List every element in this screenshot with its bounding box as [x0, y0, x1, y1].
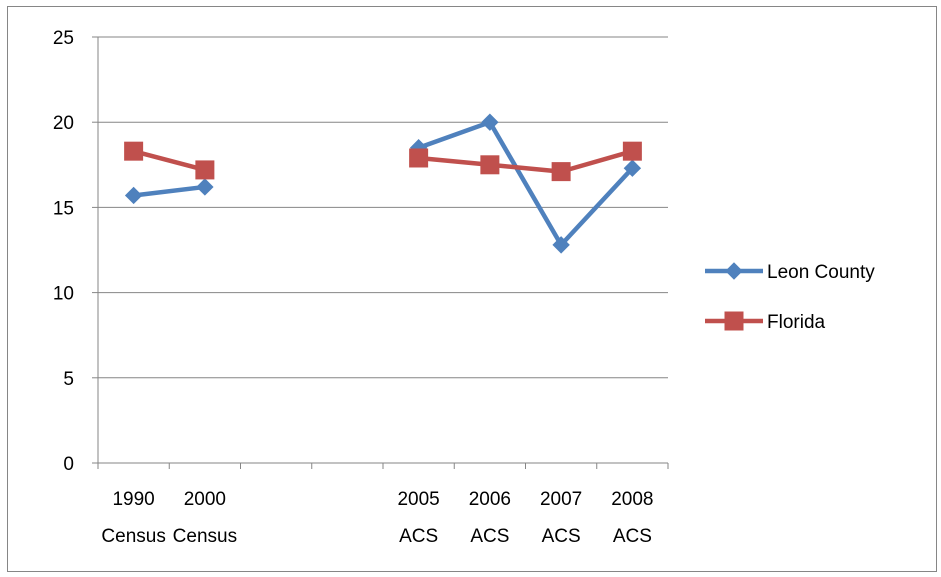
y-tick-label: 0 — [63, 454, 74, 475]
data-point-florida — [124, 141, 144, 161]
data-point-leon-county — [124, 186, 143, 205]
x-tick-label: Census — [101, 526, 165, 547]
data-point-florida — [480, 155, 500, 175]
x-tick-label: 2000 — [184, 489, 226, 510]
series-lines — [124, 113, 642, 254]
data-point-leon-county — [196, 178, 214, 196]
legend-label-leon-county: Leon County — [767, 262, 875, 283]
x-tick-label: Census — [173, 526, 237, 547]
gridlines — [98, 36, 668, 379]
y-tick-label: 10 — [53, 284, 74, 305]
y-tick-label: 5 — [63, 369, 74, 390]
x-tick-label: 2008 — [611, 489, 653, 510]
legend-label-florida: Florida — [767, 312, 826, 333]
data-point-leon-county — [552, 236, 570, 254]
x-tick-label: 2007 — [540, 489, 582, 510]
legend-entry-leon-county: Leon County — [705, 262, 875, 283]
series-line-florida — [418, 149, 633, 174]
x-tick-label: 2006 — [469, 489, 511, 510]
y-tick-label: 15 — [53, 198, 74, 219]
x-tick-label: 1990 — [112, 489, 154, 510]
x-tick-label: ACS — [613, 526, 652, 547]
series-line-florida — [133, 148, 206, 173]
data-point-leon-county — [481, 113, 499, 131]
data-point-florida — [622, 141, 642, 161]
x-tick-label: ACS — [542, 526, 581, 547]
legend: Leon County Florida — [705, 262, 875, 333]
y-tick-label: 25 — [53, 28, 74, 49]
chart-frame — [7, 6, 937, 572]
data-point-florida — [195, 160, 215, 180]
legend-entry-florida: Florida — [705, 311, 826, 333]
data-point-leon-county — [623, 159, 642, 177]
series-leon-county — [124, 113, 642, 254]
x-tick-label: ACS — [470, 526, 509, 547]
legend-marker-florida — [724, 311, 744, 331]
series-line-leon-county — [133, 184, 206, 198]
data-point-florida — [409, 148, 429, 168]
series-florida — [124, 141, 642, 182]
legend-marker-leon-county — [725, 262, 743, 280]
x-tick-label: 2005 — [397, 489, 439, 510]
y-tick-label: 20 — [53, 113, 74, 134]
x-tick-label: ACS — [399, 526, 438, 547]
series-line-leon-county — [417, 119, 635, 248]
data-point-florida — [551, 162, 571, 182]
axes: 0 5 10 15 20 25 1990 Census 2000 Census 2005 ACS 200… — [53, 28, 669, 547]
